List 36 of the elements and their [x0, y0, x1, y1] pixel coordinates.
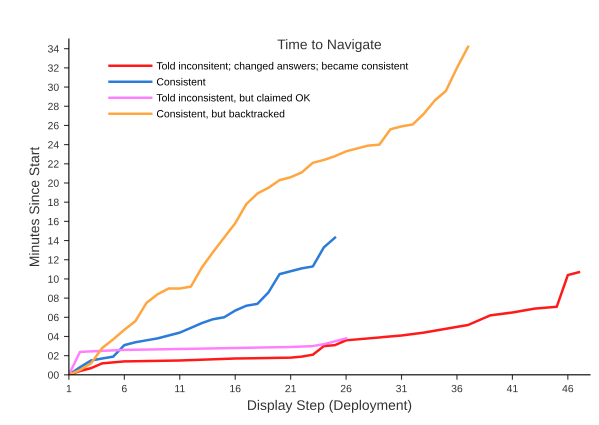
x-tick-label: 36 [452, 384, 462, 392]
y-tick-label: 22 [48, 160, 59, 168]
y-tick-label: 32 [48, 64, 59, 72]
x-tick-label: 1 [66, 384, 72, 392]
legend-label: Told inconsitent; changed answers; became consistent [156, 62, 408, 72]
y-tick-label: 04 [48, 332, 59, 340]
y-tick-label: 20 [48, 179, 59, 187]
y-tick-label: 28 [48, 102, 59, 110]
y-tick-label: 18 [48, 198, 59, 206]
y-tick-label: 24 [48, 141, 59, 148]
y-tick-label: 08 [48, 294, 59, 302]
y-tick-label: 10 [48, 275, 59, 283]
line-series [68, 337, 348, 375]
y-tick-label: 30 [48, 84, 59, 91]
x-axis-title: Display Step (Deployment) [248, 400, 412, 413]
y-tick-label: 26 [48, 122, 59, 130]
y-tick-label: 14 [48, 237, 59, 244]
y-tick-label: 02 [48, 352, 59, 360]
y-axis-title: Minutes Since Start [29, 146, 40, 266]
x-tick-label: 41 [506, 384, 518, 392]
y-tick-label: 16 [48, 218, 59, 226]
x-tick-label: 16 [230, 384, 241, 392]
x-tick-label: 46 [562, 384, 574, 392]
legend-label: Consistent, but backtracked [156, 110, 284, 119]
legend-label: Told inconsistent, but claimed OK [156, 94, 310, 103]
x-tick-label: 26 [340, 384, 352, 392]
y-tick-label: 00 [48, 371, 59, 379]
x-tick-label: 6 [122, 384, 127, 392]
y-tick-label: 06 [48, 314, 59, 322]
y-tick-label: 34 [48, 45, 59, 53]
x-tick-label: 31 [396, 384, 407, 392]
legend-label: Consistent [156, 78, 206, 86]
x-tick-label: 11 [175, 384, 185, 392]
chart-title: Time to Navigate [278, 39, 382, 52]
x-tick-label: 21 [285, 384, 296, 392]
y-tick-label: 12 [48, 256, 59, 264]
